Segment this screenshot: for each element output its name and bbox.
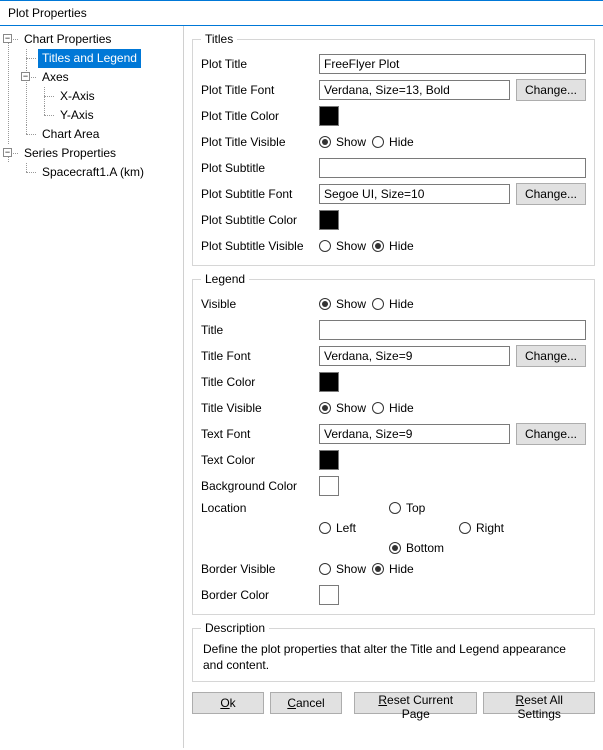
legend-legend: Legend xyxy=(201,272,249,286)
form-pane: Titles Plot Title Plot Title Font Change… xyxy=(184,26,603,748)
legend-border-visible-group: Show Hide xyxy=(319,562,586,576)
legend-title-visible-label: Title Visible xyxy=(201,401,319,415)
titles-legend: Titles xyxy=(201,32,237,46)
property-tree: − Chart Properties Titles and Legend − A… xyxy=(2,30,181,182)
plot-subtitle-input[interactable] xyxy=(319,158,586,178)
plot-title-visible-label: Plot Title Visible xyxy=(201,135,319,149)
legend-location-group: Top Left Right Bottom xyxy=(319,501,586,555)
plot-subtitle-visible-label: Plot Subtitle Visible xyxy=(201,239,319,253)
legend-text-color-label: Text Color xyxy=(201,453,319,467)
plot-subtitle-label: Plot Subtitle xyxy=(201,161,319,175)
legend-title-label: Title xyxy=(201,323,319,337)
legend-location-label: Location xyxy=(201,501,319,515)
legend-text-color-swatch[interactable] xyxy=(319,450,339,470)
legend-visible-label: Visible xyxy=(201,297,319,311)
ok-button[interactable]: Ok xyxy=(192,692,264,714)
plot-subtitle-visible-hide[interactable]: Hide xyxy=(372,239,414,253)
tree-node-x-axis[interactable]: X-Axis xyxy=(38,87,181,106)
legend-text-font-input[interactable] xyxy=(319,424,510,444)
tree-node-y-axis[interactable]: Y-Axis xyxy=(38,106,181,125)
plot-subtitle-color-swatch[interactable] xyxy=(319,210,339,230)
tree-node-axes[interactable]: − Axes X-Axis Y-Axis xyxy=(20,68,181,125)
legend-border-color-label: Border Color xyxy=(201,588,319,602)
plot-title-color-label: Plot Title Color xyxy=(201,109,319,123)
legend-visible-show[interactable]: Show xyxy=(319,297,366,311)
plot-subtitle-visible-show[interactable]: Show xyxy=(319,239,366,253)
collapse-icon[interactable]: − xyxy=(21,72,30,81)
legend-location-bottom[interactable]: Bottom xyxy=(389,541,459,555)
legend-location-left[interactable]: Left xyxy=(319,521,389,535)
button-bar: Ok Cancel Reset Current Page Reset All S… xyxy=(192,688,595,714)
tree-node-titles-and-legend[interactable]: Titles and Legend xyxy=(20,49,181,68)
legend-text-font-change-button[interactable]: Change... xyxy=(516,423,586,445)
description-text: Define the plot properties that alter th… xyxy=(201,639,586,675)
plot-title-font-change-button[interactable]: Change... xyxy=(516,79,586,101)
description-legend: Description xyxy=(201,621,269,635)
plot-title-visible-show[interactable]: Show xyxy=(319,135,366,149)
plot-title-font-label: Plot Title Font xyxy=(201,83,319,97)
plot-title-color-swatch[interactable] xyxy=(319,106,339,126)
legend-border-visible-label: Border Visible xyxy=(201,562,319,576)
titles-group: Titles Plot Title Plot Title Font Change… xyxy=(192,32,595,266)
tree-node-series-properties[interactable]: − Series Properties Spacecraft1.A (km) xyxy=(2,144,181,182)
cancel-button[interactable]: Cancel xyxy=(270,692,342,714)
legend-bg-color-label: Background Color xyxy=(201,479,319,493)
plot-title-visible-group: Show Hide xyxy=(319,135,586,149)
legend-text-font-label: Text Font xyxy=(201,427,319,441)
description-group: Description Define the plot properties t… xyxy=(192,621,595,682)
collapse-icon[interactable]: − xyxy=(3,34,12,43)
legend-border-visible-show[interactable]: Show xyxy=(319,562,366,576)
tree-node-chart-properties[interactable]: − Chart Properties Titles and Legend − A… xyxy=(2,30,181,144)
legend-visible-group: Show Hide xyxy=(319,297,586,311)
legend-title-input[interactable] xyxy=(319,320,586,340)
legend-border-color-swatch[interactable] xyxy=(319,585,339,605)
reset-current-page-button[interactable]: Reset Current Page xyxy=(354,692,477,714)
collapse-icon[interactable]: − xyxy=(3,148,12,157)
window-title: Plot Properties xyxy=(8,6,87,20)
plot-subtitle-font-input[interactable] xyxy=(319,184,510,204)
window-titlebar: Plot Properties xyxy=(0,0,603,26)
legend-title-font-change-button[interactable]: Change... xyxy=(516,345,586,367)
plot-title-font-input[interactable] xyxy=(319,80,510,100)
legend-visible-hide[interactable]: Hide xyxy=(372,297,414,311)
legend-title-color-swatch[interactable] xyxy=(319,372,339,392)
plot-subtitle-color-label: Plot Subtitle Color xyxy=(201,213,319,227)
plot-title-label: Plot Title xyxy=(201,57,319,71)
plot-title-input[interactable] xyxy=(319,54,586,74)
reset-all-settings-button[interactable]: Reset All Settings xyxy=(483,692,595,714)
legend-title-visible-show[interactable]: Show xyxy=(319,401,366,415)
plot-title-visible-hide[interactable]: Hide xyxy=(372,135,414,149)
legend-location-top[interactable]: Top xyxy=(389,501,459,515)
legend-title-visible-hide[interactable]: Hide xyxy=(372,401,414,415)
plot-subtitle-font-label: Plot Subtitle Font xyxy=(201,187,319,201)
legend-title-color-label: Title Color xyxy=(201,375,319,389)
legend-title-visible-group: Show Hide xyxy=(319,401,586,415)
legend-location-right[interactable]: Right xyxy=(459,521,529,535)
legend-title-font-input[interactable] xyxy=(319,346,510,366)
tree-pane: − Chart Properties Titles and Legend − A… xyxy=(0,26,184,748)
plot-subtitle-visible-group: Show Hide xyxy=(319,239,586,253)
legend-title-font-label: Title Font xyxy=(201,349,319,363)
plot-subtitle-font-change-button[interactable]: Change... xyxy=(516,183,586,205)
legend-bg-color-swatch[interactable] xyxy=(319,476,339,496)
legend-group: Legend Visible Show Hide Title Title Fon… xyxy=(192,272,595,615)
legend-border-visible-hide[interactable]: Hide xyxy=(372,562,414,576)
tree-node-series-0[interactable]: Spacecraft1.A (km) xyxy=(20,163,181,182)
tree-node-chart-area[interactable]: Chart Area xyxy=(20,125,181,144)
